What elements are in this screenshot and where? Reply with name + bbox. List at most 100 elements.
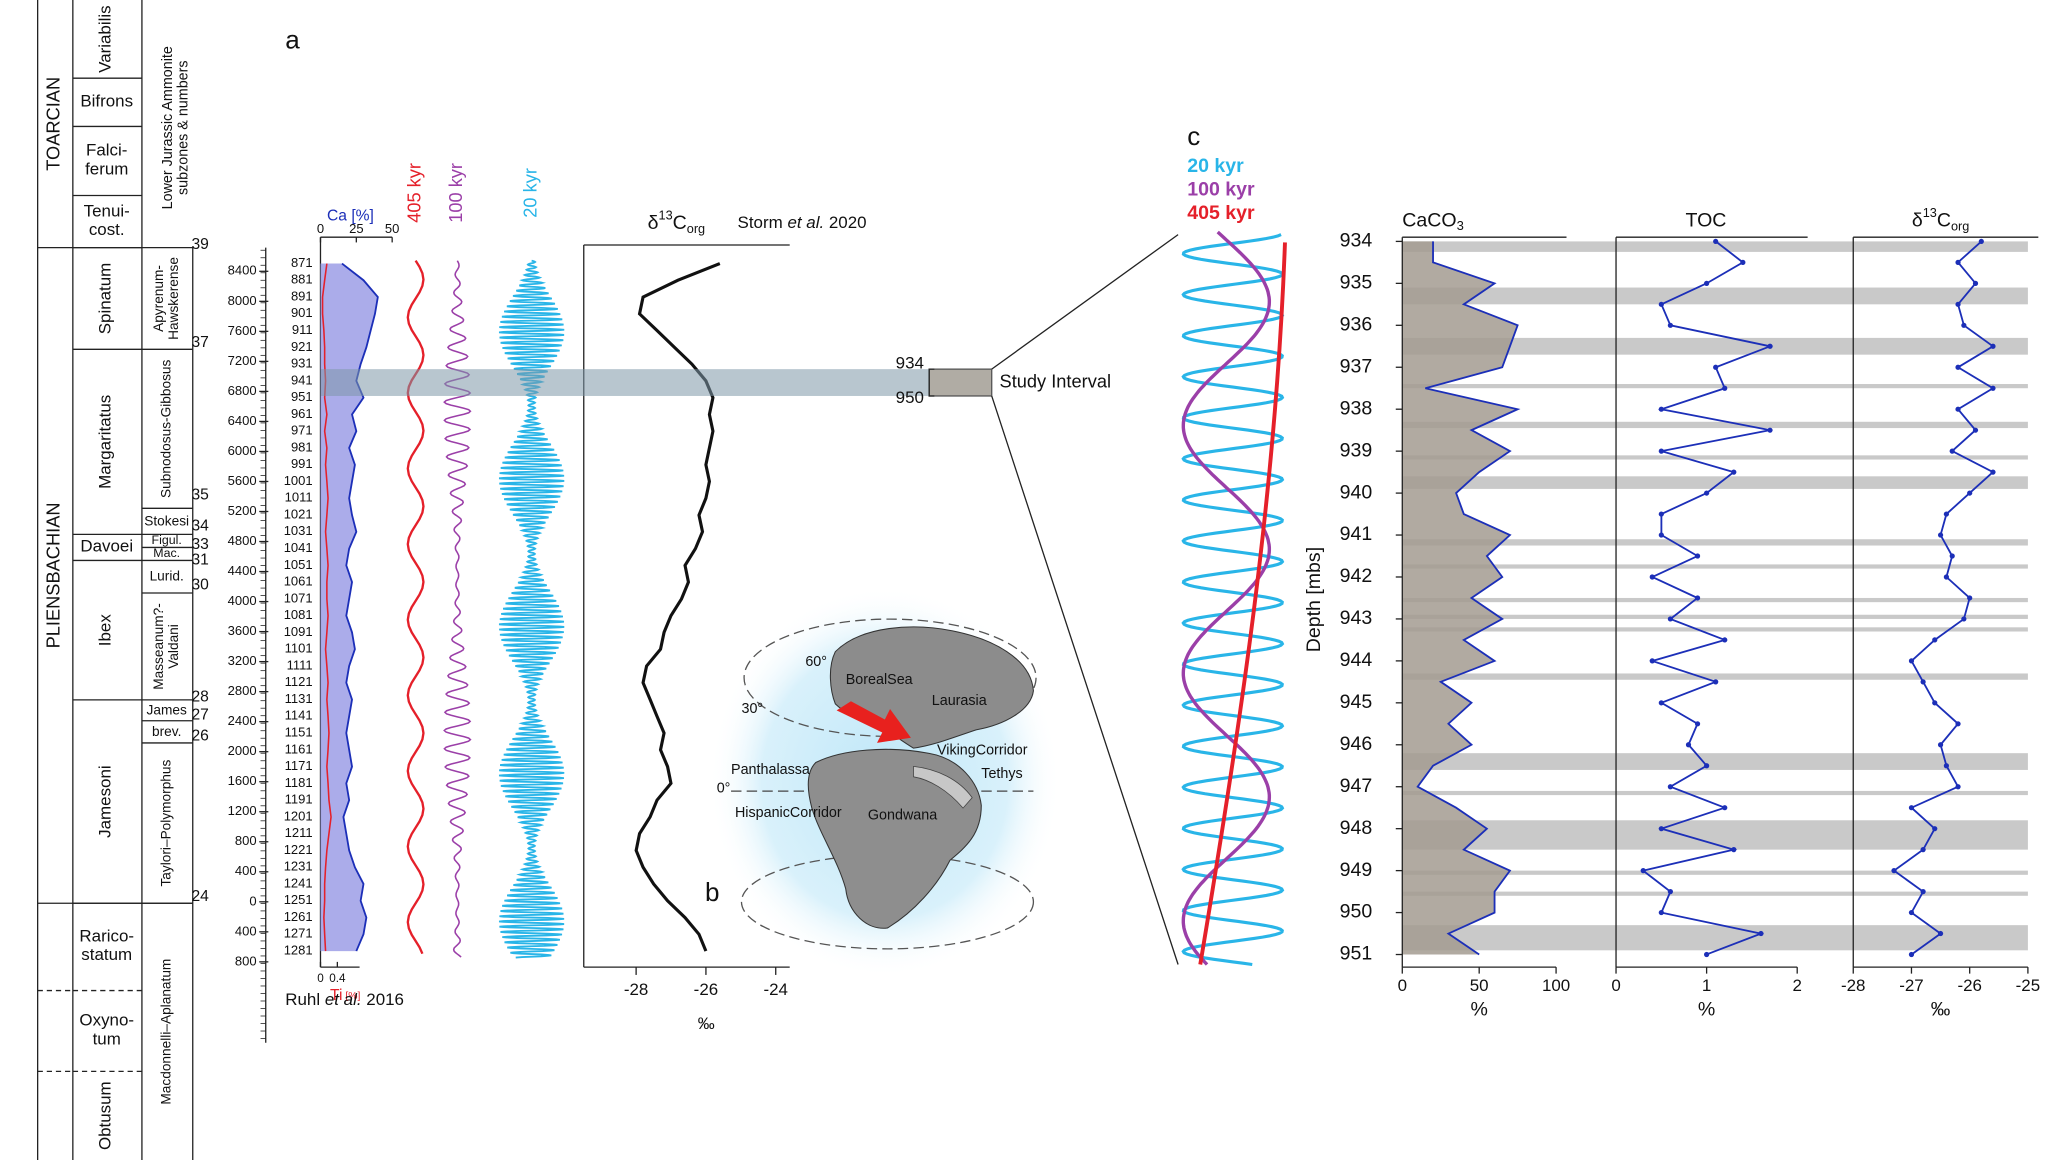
panel-label: c	[1187, 121, 1200, 151]
time-tick-label: 400	[235, 923, 257, 938]
gray-band	[1402, 564, 2028, 569]
data-point	[1943, 763, 1950, 769]
subzone-label-line: Lurid.	[150, 568, 184, 583]
zone-label-line: Jamesoni	[96, 765, 115, 838]
core-photo	[1402, 241, 1518, 955]
chart-title: CaCO3	[1402, 210, 1464, 233]
data-point	[1704, 951, 1710, 958]
filter-100	[443, 260, 472, 958]
filter-405-c	[1198, 242, 1287, 965]
ca-tick-label: 50	[385, 221, 399, 236]
zone-label-line: Variabilis	[96, 5, 115, 72]
gray-band	[1402, 241, 2028, 252]
filter-20-c	[1181, 233, 1285, 967]
subzone-label-line: James	[147, 702, 187, 717]
zone-label: Spinatum	[96, 263, 115, 335]
depth-label: 951	[291, 389, 313, 404]
subzone-label: Masseanum?-Valdani	[151, 603, 181, 690]
y-tick-label: 945	[1340, 691, 1373, 713]
y-tick-label: 938	[1340, 397, 1373, 419]
d13c-title-part: org	[687, 222, 705, 236]
depth-label: 1221	[284, 842, 313, 857]
study-band	[320, 369, 930, 396]
data-point	[1943, 574, 1950, 580]
zone-label: Margaritatus	[96, 395, 115, 489]
time-tick-label: 6400	[228, 413, 257, 428]
source-label-part: et al.	[325, 990, 362, 1009]
d13c-source-part: et al.	[787, 214, 824, 233]
depth-label: 1131	[285, 691, 313, 706]
d13c-curve	[634, 262, 721, 952]
time-tick-label: 7600	[228, 323, 257, 338]
zone-label: Davoei	[80, 537, 133, 556]
subzone-label: Stokesi	[144, 513, 189, 528]
subzone-label-line: Hawskerense	[166, 257, 181, 340]
time-tick-label: 3600	[228, 623, 257, 638]
panel-label: a	[285, 25, 300, 55]
zone-label-line: Tenui-	[84, 202, 130, 221]
ti-label-part: Ti	[330, 987, 342, 1004]
zone-number: 35	[191, 486, 209, 503]
subzone-label: Subnodosus-Gibbosus	[158, 359, 173, 497]
data-point	[1722, 805, 1728, 811]
time-tick-label: 7200	[228, 353, 257, 368]
time-tick-label: 4400	[228, 563, 257, 578]
zone-label-line: cost.	[89, 220, 125, 239]
zone-label: Rarico-statum	[79, 927, 134, 965]
gray-band	[1402, 421, 2028, 429]
depth-label: 1051	[284, 557, 313, 572]
depth-label: 871	[291, 255, 313, 270]
map-label: Tethys	[981, 766, 1022, 782]
map-label: 0°	[717, 780, 731, 796]
gray-band	[1402, 790, 2028, 796]
data-point	[1758, 930, 1764, 937]
depth-label: 1241	[284, 875, 313, 890]
zone-number: 30	[191, 576, 209, 593]
zone-label-line: Obtusum	[96, 1081, 115, 1150]
y-tick-label: 935	[1340, 272, 1373, 294]
depth-label: 911	[292, 322, 313, 337]
zone-label-line: Falci-	[86, 141, 127, 160]
data-point	[1908, 951, 1915, 958]
subzone-label: Lurid.	[150, 568, 184, 583]
subzone-label-line: Figul.	[152, 533, 182, 547]
ti-label: Ti [%]	[330, 987, 360, 1004]
zone-label-line: tum	[93, 1030, 121, 1049]
chart-title: TOC	[1686, 210, 1727, 232]
data-point	[1658, 909, 1664, 916]
depth-label: 1041	[284, 540, 313, 555]
depth-label: 931	[291, 356, 313, 371]
filter-label: 100 kyr	[445, 163, 466, 223]
subzone-label: brev.	[152, 723, 181, 738]
zone-number: 26	[191, 728, 208, 745]
data-point	[1667, 322, 1673, 328]
stage-label: TOARCIAN	[42, 77, 63, 171]
ti-label-part: [%]	[342, 991, 360, 1002]
time-tick-label: 8000	[228, 293, 257, 308]
data-point	[1658, 511, 1664, 517]
data-point	[1990, 469, 1996, 475]
x-axis-label: %	[1470, 998, 1487, 1020]
data-point	[1920, 888, 1926, 895]
depth-label: 1031	[284, 523, 313, 538]
y-tick-label: 943	[1340, 607, 1373, 629]
subzone-label: Taylori–Polymorphus	[158, 759, 173, 886]
chart-title-part: org	[1951, 220, 1969, 234]
data-point	[1704, 490, 1710, 496]
zone-label: Tenui-cost.	[84, 202, 130, 240]
data-point	[1949, 553, 1955, 559]
y-tick-label: 937	[1340, 355, 1373, 377]
subzone-label-line: Valdani	[166, 624, 181, 669]
map-label: BorealSea	[846, 672, 913, 688]
x-tick-label: 2	[1792, 976, 1801, 995]
study-label: Study Interval	[1000, 370, 1112, 391]
gray-band	[1402, 753, 2028, 770]
data-point	[1658, 301, 1664, 307]
depth-label: 1211	[285, 825, 313, 840]
d13c-tick-label: -24	[763, 980, 787, 999]
depth-label: 921	[291, 339, 313, 354]
data-point	[1955, 301, 1961, 307]
time-tick-label: 400	[235, 863, 257, 878]
depth-label: 1091	[284, 624, 313, 639]
depth-label: 981	[291, 439, 313, 454]
